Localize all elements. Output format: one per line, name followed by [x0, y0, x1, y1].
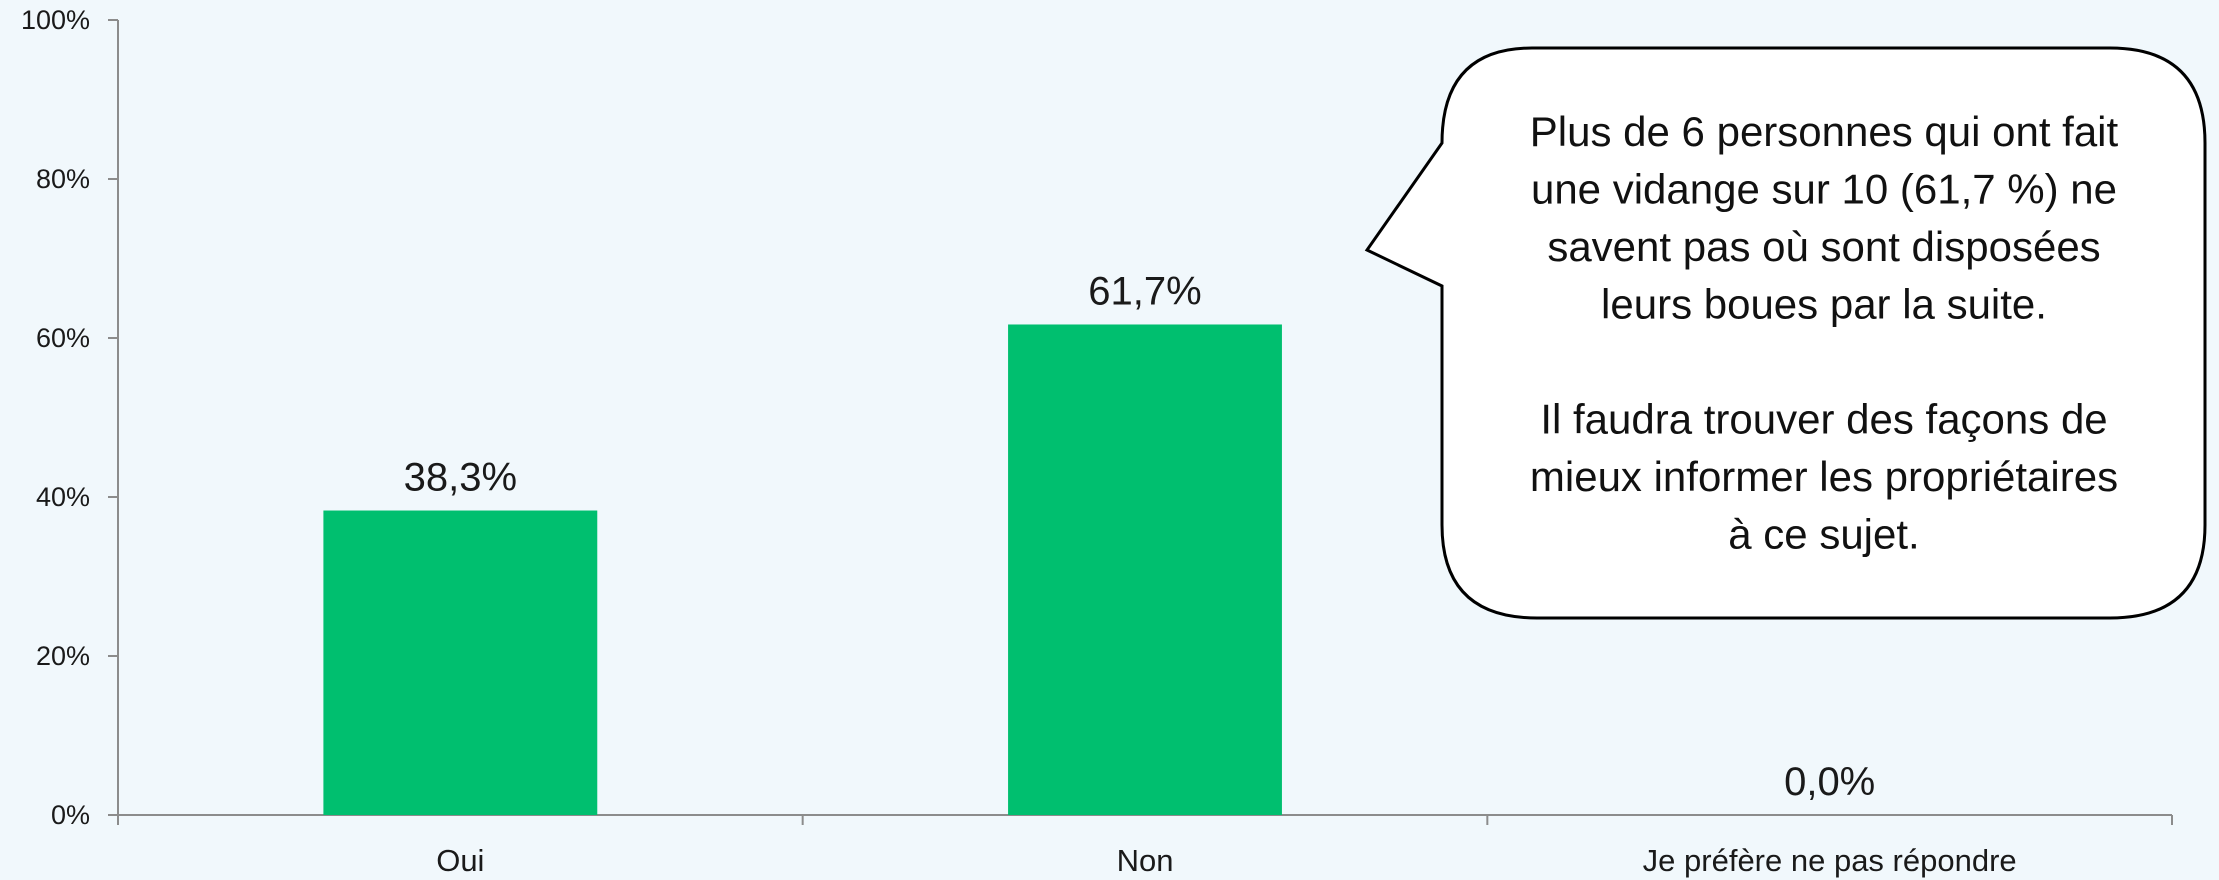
data-labels: 38,3% 61,7% 0,0%: [404, 269, 1876, 804]
data-label: 0,0%: [1784, 760, 1875, 804]
x-axis: [117, 814, 2173, 825]
category-label: Non: [1117, 843, 1174, 878]
data-label: 38,3%: [404, 456, 517, 500]
category-labels: Oui Non Je préfère ne pas répondre: [436, 843, 2016, 878]
bar: [323, 510, 598, 815]
y-tick-label: 60%: [36, 323, 90, 353]
callout-line: Plus de 6 personnes qui ont fait: [1530, 108, 2119, 155]
y-tick-label: 100%: [21, 5, 90, 35]
y-tick-label: 0%: [51, 800, 90, 830]
callout-line: une vidange sur 10 (61,7 %) ne: [1531, 166, 2117, 213]
callout-line: à ce sujet.: [1728, 511, 1919, 558]
data-label: 61,7%: [1088, 269, 1201, 313]
category-label: Je préfère ne pas répondre: [1643, 843, 2017, 878]
callout-line: Il faudra trouver des façons de: [1540, 396, 2107, 443]
y-tick-label: 80%: [36, 164, 90, 194]
callout-line: mieux informer les propriétaires: [1530, 453, 2118, 500]
callout-text: Plus de 6 personnes qui ont fait une vida…: [1530, 108, 2119, 558]
callout-bubble: Plus de 6 personnes qui ont fait une vida…: [1364, 46, 2207, 620]
bar: [1008, 324, 1282, 815]
callout-shape: [1364, 46, 2207, 620]
callout-line: leurs boues par la suite.: [1601, 281, 2047, 328]
callout-line: savent pas où sont disposées: [1547, 223, 2100, 270]
y-axis: 0% 20% 40% 60% 80% 100%: [21, 5, 119, 830]
bars: [323, 324, 1282, 815]
y-tick-label: 20%: [36, 641, 90, 671]
category-label: Oui: [436, 843, 484, 878]
y-tick-label: 40%: [36, 482, 90, 512]
